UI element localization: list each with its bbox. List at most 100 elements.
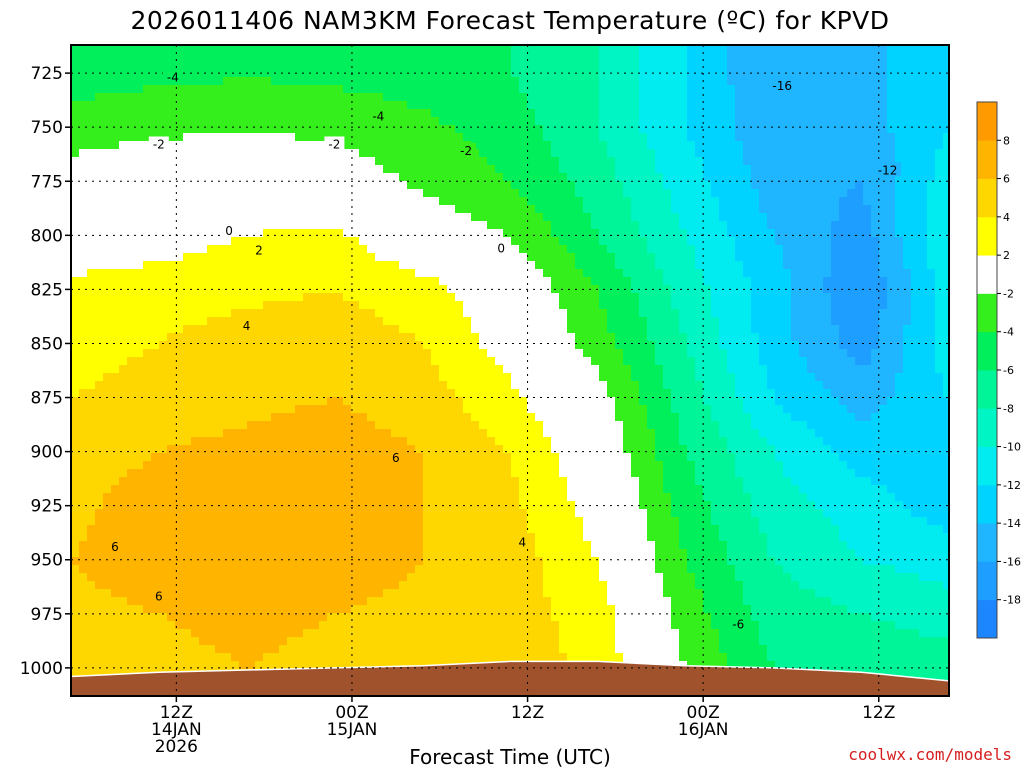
field-cell bbox=[503, 341, 512, 350]
field-cell bbox=[519, 629, 528, 638]
field-cell bbox=[463, 389, 472, 398]
field-cell bbox=[207, 277, 216, 286]
field-cell bbox=[487, 605, 496, 614]
field-cell bbox=[391, 381, 400, 390]
field-cell bbox=[367, 597, 376, 606]
field-cell bbox=[319, 325, 328, 334]
field-cell bbox=[543, 493, 552, 502]
field-cell bbox=[551, 197, 560, 206]
field-cell bbox=[511, 525, 520, 534]
field-cell bbox=[295, 589, 304, 598]
field-cell bbox=[327, 125, 336, 134]
field-cell bbox=[391, 357, 400, 366]
field-cell bbox=[287, 85, 296, 94]
field-cell bbox=[479, 357, 488, 366]
field-cell bbox=[495, 181, 504, 190]
field-cell bbox=[415, 349, 424, 358]
field-cell bbox=[279, 101, 288, 110]
field-cell bbox=[543, 637, 552, 646]
field-cell bbox=[311, 197, 320, 206]
field-cell bbox=[87, 557, 96, 566]
field-cell bbox=[239, 349, 248, 358]
field-cell bbox=[503, 349, 512, 358]
field-cell bbox=[343, 645, 352, 654]
field-cell bbox=[319, 61, 328, 70]
field-cell bbox=[151, 61, 160, 70]
field-cell bbox=[367, 557, 376, 566]
field-cell bbox=[295, 629, 304, 638]
field-cell bbox=[127, 93, 136, 102]
field-cell bbox=[127, 469, 136, 478]
field-cell bbox=[135, 565, 144, 574]
field-cell bbox=[535, 357, 544, 366]
field-cell bbox=[447, 293, 456, 302]
field-cell bbox=[327, 229, 336, 238]
field-cell bbox=[183, 77, 192, 86]
field-cell bbox=[431, 229, 440, 238]
field-cell bbox=[119, 381, 128, 390]
field-cell bbox=[311, 573, 320, 582]
field-cell bbox=[199, 141, 208, 150]
field-cell bbox=[407, 349, 416, 358]
field-cell bbox=[239, 445, 248, 454]
field-cell bbox=[415, 229, 424, 238]
field-cell bbox=[463, 373, 472, 382]
field-cell bbox=[143, 445, 152, 454]
field-cell bbox=[479, 533, 488, 542]
field-cell bbox=[407, 365, 416, 374]
field-cell bbox=[135, 637, 144, 646]
field-cell bbox=[199, 405, 208, 414]
field-cell bbox=[79, 149, 88, 158]
field-cell bbox=[215, 101, 224, 110]
field-cell bbox=[519, 301, 528, 310]
field-cell bbox=[167, 389, 176, 398]
field-cell bbox=[263, 661, 272, 670]
field-cell bbox=[207, 133, 216, 142]
field-cell bbox=[527, 261, 536, 270]
field-cell bbox=[479, 269, 488, 278]
field-cell bbox=[223, 661, 232, 670]
field-cell bbox=[279, 429, 288, 438]
field-cell bbox=[143, 101, 152, 110]
field-cell bbox=[391, 205, 400, 214]
field-cell bbox=[223, 173, 232, 182]
field-cell bbox=[519, 213, 528, 222]
field-cell bbox=[95, 173, 104, 182]
field-cell bbox=[71, 317, 80, 326]
field-cell bbox=[455, 549, 464, 558]
field-cell bbox=[367, 461, 376, 470]
field-cell bbox=[207, 493, 216, 502]
field-cell bbox=[551, 221, 560, 230]
field-cell bbox=[303, 477, 312, 486]
field-cell bbox=[431, 533, 440, 542]
field-cell bbox=[87, 181, 96, 190]
field-cell bbox=[143, 309, 152, 318]
field-cell bbox=[351, 397, 360, 406]
field-cell bbox=[391, 165, 400, 174]
field-cell bbox=[175, 389, 184, 398]
field-cell bbox=[263, 181, 272, 190]
field-cell bbox=[151, 661, 160, 670]
field-cell bbox=[111, 573, 120, 582]
field-cell bbox=[511, 277, 520, 286]
field-cell bbox=[151, 613, 160, 622]
field-cell bbox=[135, 197, 144, 206]
field-cell bbox=[167, 565, 176, 574]
field-cell bbox=[255, 181, 264, 190]
field-cell bbox=[287, 397, 296, 406]
field-cell bbox=[455, 253, 464, 262]
field-cell bbox=[383, 173, 392, 182]
field-cell bbox=[487, 205, 496, 214]
field-cell bbox=[271, 653, 280, 662]
field-cell bbox=[391, 45, 400, 54]
field-cell bbox=[527, 405, 536, 414]
field-cell bbox=[471, 365, 480, 374]
field-cell bbox=[319, 389, 328, 398]
field-cell bbox=[311, 421, 320, 430]
field-cell bbox=[247, 365, 256, 374]
field-cell bbox=[423, 509, 432, 518]
field-cell bbox=[463, 189, 472, 198]
field-cell bbox=[175, 301, 184, 310]
field-cell bbox=[479, 301, 488, 310]
field-cell bbox=[535, 253, 544, 262]
